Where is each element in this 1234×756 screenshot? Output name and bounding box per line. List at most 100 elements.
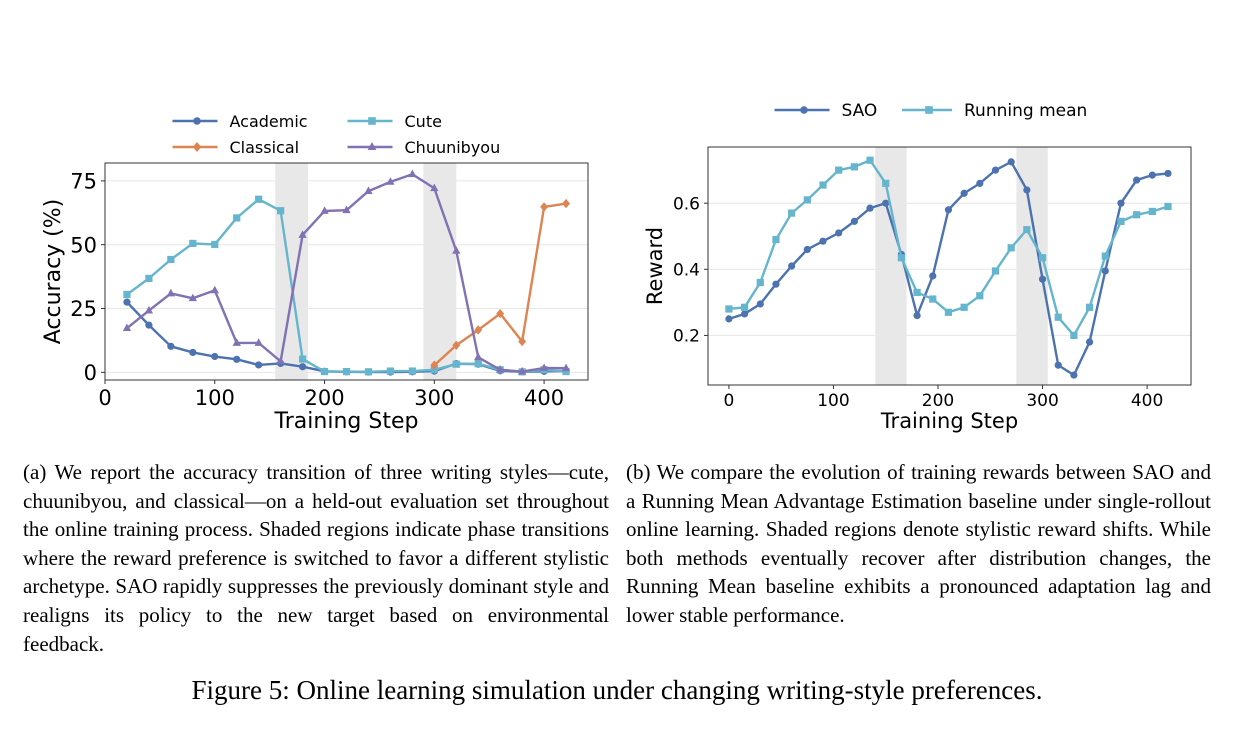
data-point bbox=[320, 206, 329, 214]
data-point bbox=[364, 186, 373, 194]
data-point bbox=[882, 199, 890, 207]
data-point bbox=[408, 169, 417, 178]
data-point bbox=[850, 163, 858, 171]
series-line bbox=[126, 198, 567, 374]
data-point bbox=[850, 217, 858, 225]
plot-frame bbox=[707, 146, 1192, 386]
legend-label: SAO bbox=[842, 101, 878, 121]
legend-marker bbox=[193, 117, 201, 125]
data-point bbox=[562, 198, 571, 209]
data-point bbox=[276, 356, 285, 365]
legend-item-cute: Cute bbox=[347, 112, 442, 131]
data-point bbox=[232, 338, 241, 346]
legend-marker bbox=[367, 142, 377, 151]
data-point bbox=[866, 156, 874, 164]
x-tick-label: 100 bbox=[817, 391, 849, 411]
data-point bbox=[145, 321, 153, 329]
x-tick-label: 100 bbox=[195, 386, 235, 410]
x-tick-label: 300 bbox=[414, 386, 454, 410]
data-point bbox=[1023, 186, 1031, 194]
series-academic bbox=[123, 298, 570, 376]
data-point bbox=[788, 262, 796, 270]
data-point bbox=[835, 229, 843, 237]
data-point bbox=[772, 235, 780, 244]
data-point bbox=[960, 189, 968, 197]
legend-item-chuunibyou: Chuunibyou bbox=[347, 138, 501, 157]
data-point bbox=[866, 204, 874, 212]
data-point bbox=[386, 177, 395, 185]
data-point bbox=[210, 285, 219, 294]
data-point bbox=[430, 183, 439, 192]
data-point bbox=[1148, 207, 1156, 216]
data-point bbox=[364, 368, 373, 376]
data-point bbox=[756, 300, 764, 308]
data-point bbox=[1164, 202, 1172, 211]
data-point bbox=[517, 366, 527, 375]
shaded-region bbox=[275, 163, 309, 380]
y-tick-label: 0 bbox=[84, 361, 97, 385]
data-point bbox=[1148, 171, 1156, 179]
data-point bbox=[740, 310, 749, 318]
legend-item-academic: Academic bbox=[172, 112, 308, 131]
data-point bbox=[991, 267, 1000, 275]
y-tick-label: 0.4 bbox=[673, 260, 700, 280]
series-line bbox=[126, 173, 567, 373]
data-point bbox=[496, 308, 505, 319]
plot-frame bbox=[104, 162, 589, 381]
data-point bbox=[944, 206, 953, 214]
x-tick-label: 200 bbox=[304, 386, 344, 410]
data-point bbox=[1117, 199, 1125, 207]
legend-label: Academic bbox=[230, 112, 308, 131]
data-point bbox=[298, 355, 307, 363]
subfigure-a-caption: (a) We report the accuracy transition of… bbox=[23, 460, 609, 656]
data-point bbox=[803, 196, 811, 204]
y-axis-label: Reward bbox=[643, 227, 667, 305]
data-point bbox=[496, 365, 505, 373]
data-point bbox=[819, 181, 827, 189]
data-point bbox=[255, 195, 263, 203]
data-point bbox=[452, 246, 461, 254]
series-cute bbox=[123, 195, 570, 376]
shaded-region bbox=[423, 163, 457, 380]
data-point bbox=[991, 166, 1000, 174]
legend-item-sao: SAO bbox=[774, 101, 878, 121]
data-point bbox=[430, 360, 439, 370]
x-axis-label: Training Step bbox=[274, 409, 419, 434]
data-point bbox=[540, 202, 549, 212]
data-point bbox=[788, 209, 796, 217]
legend-label: Running mean bbox=[964, 101, 1087, 121]
series-classical bbox=[430, 198, 571, 370]
data-point bbox=[408, 367, 416, 375]
data-point bbox=[803, 245, 811, 254]
y-tick-label: 50 bbox=[70, 233, 97, 257]
data-point bbox=[882, 179, 890, 187]
data-point bbox=[976, 292, 984, 300]
data-point bbox=[1070, 331, 1078, 340]
data-point bbox=[725, 305, 733, 313]
data-point bbox=[298, 363, 307, 371]
data-point bbox=[145, 274, 153, 282]
data-point bbox=[929, 295, 937, 303]
data-point bbox=[1007, 244, 1015, 252]
legend: Academic Cute Classical Chuunibyou bbox=[172, 112, 501, 157]
data-point bbox=[897, 254, 906, 262]
reward-chart: 0 100 200 300 400 0.2 0.4 0.6 Training Step Rewar… bbox=[643, 101, 1192, 433]
data-point bbox=[913, 311, 921, 320]
data-point bbox=[835, 166, 843, 174]
series-chuunibyou bbox=[122, 169, 571, 375]
shaded-region bbox=[875, 147, 907, 385]
data-point bbox=[1054, 313, 1062, 321]
legend-label: Chuunibyou bbox=[405, 138, 501, 157]
data-point bbox=[1023, 226, 1031, 234]
subfigure-b-caption: (b) We compare the evolution of training… bbox=[626, 460, 1211, 627]
data-point bbox=[1133, 176, 1141, 184]
data-point bbox=[562, 367, 570, 376]
x-tick-label: 300 bbox=[1026, 391, 1058, 411]
y-axis-label: Accuracy (%) bbox=[41, 199, 66, 345]
data-point bbox=[960, 303, 968, 311]
data-point bbox=[1070, 371, 1078, 379]
data-point bbox=[233, 214, 241, 222]
data-point bbox=[255, 361, 263, 369]
data-point bbox=[1038, 254, 1047, 262]
data-point bbox=[976, 179, 984, 187]
